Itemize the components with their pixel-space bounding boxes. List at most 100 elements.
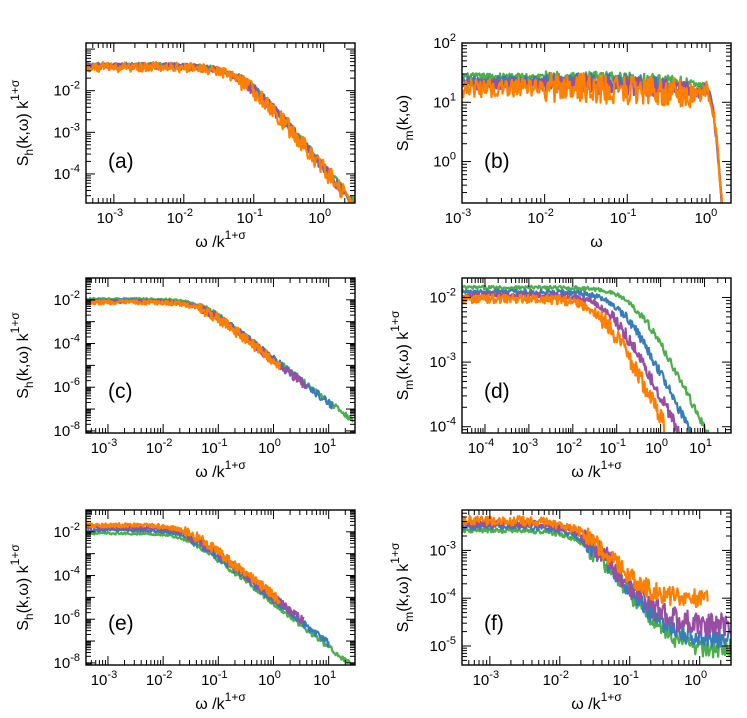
y-axis-title: Sm(k,ω) k1+σ xyxy=(388,310,416,400)
plot-frame xyxy=(85,42,356,204)
panel-label: (c) xyxy=(108,380,133,403)
y-tick-label: 10-6 xyxy=(54,608,80,628)
x-tick-label: 100 xyxy=(308,207,331,227)
panel-label: (e) xyxy=(108,612,134,635)
series-line-purple xyxy=(86,61,346,195)
series-line-green xyxy=(86,61,355,203)
x-tick-label: 10-4 xyxy=(468,437,494,457)
series-line-orange xyxy=(86,522,281,605)
x-tick-label: 10-1 xyxy=(201,669,227,689)
x-tick-label: 10-1 xyxy=(613,669,639,689)
y-axis-title: Sh(k,ω) k1+σ xyxy=(8,544,36,631)
panel-c: 10-3 10-2 10-1 100 101 10-8 10-6 10-4 10-2 ω /k1+… xyxy=(8,277,356,481)
x-axis-title: ω /k1+σ xyxy=(195,458,246,481)
series-line-green xyxy=(462,284,710,433)
y-tick-label: 101 xyxy=(433,91,456,111)
x-tick-label: 101 xyxy=(689,437,712,457)
x-tick-label: 101 xyxy=(313,437,336,457)
x-tick-label: 10-2 xyxy=(167,207,193,227)
series-line-orange xyxy=(462,515,709,609)
series-group xyxy=(86,522,354,665)
y-tick-label: 10-2 xyxy=(54,80,80,100)
y-axis-title: Sm(k,ω) k1+σ xyxy=(388,542,416,632)
x-tick-label: 10-3 xyxy=(445,207,471,227)
y-axis-title: Sm(k,ω) xyxy=(395,95,416,151)
y-tick-label: 10-2 xyxy=(430,286,456,306)
series-line-purple xyxy=(462,291,681,433)
ticks xyxy=(461,277,732,434)
series-line-orange xyxy=(86,61,353,203)
x-tick-label: 100 xyxy=(684,669,707,689)
series-line-purple xyxy=(86,298,308,389)
x-axis-title: ω xyxy=(590,234,603,251)
series-line-blue xyxy=(462,288,693,433)
panel-e: 10-3 10-2 10-1 100 101 10-8 10-6 10-4 10-2 ω /k1+… xyxy=(8,509,356,713)
x-tick-label: 10-3 xyxy=(91,669,117,689)
y-tick-label: 10-8 xyxy=(54,652,80,672)
series-group xyxy=(462,284,710,433)
y-axis-title: Sh(k,ω) k1+σ xyxy=(8,79,36,166)
ticks xyxy=(461,509,731,666)
x-axis-title: ω /k1+σ xyxy=(195,228,246,251)
x-tick-label: 10-2 xyxy=(543,669,569,689)
ticks xyxy=(85,277,356,434)
y-tick-label: 10-4 xyxy=(430,416,456,436)
x-tick-label: 10-2 xyxy=(527,207,553,227)
ticks xyxy=(461,42,731,204)
y-tick-label: 10-2 xyxy=(54,289,80,309)
x-tick-label: 10-2 xyxy=(146,669,172,689)
plot-frame xyxy=(461,509,732,666)
y-tick-label: 100 xyxy=(433,151,456,171)
x-tick-label: 100 xyxy=(645,437,668,457)
y-tick-label: 10-4 xyxy=(54,565,80,585)
x-tick-label: 100 xyxy=(258,437,281,457)
series-line-orange xyxy=(462,293,666,433)
panel-label: (f) xyxy=(484,612,504,635)
x-tick-label: 10-2 xyxy=(146,437,172,457)
x-tick-label: 10-1 xyxy=(201,437,227,457)
x-tick-label: 10-1 xyxy=(610,207,636,227)
plot-frame xyxy=(461,277,732,434)
y-tick-label: 10-8 xyxy=(54,420,80,440)
panel-b: 10-3 10-2 10-1 100 100 101 102 ω Sm(k,ω) (b) xyxy=(395,32,732,251)
panel-f: 10-3 10-2 10-1 100 10-5 10-4 10-3 ω /k1+σ Sm(k,ω… xyxy=(388,509,732,713)
x-tick-label: 10-3 xyxy=(473,669,499,689)
x-tick-label: 10-3 xyxy=(91,437,117,457)
series-line-orange xyxy=(462,71,724,203)
y-axis-title: Sh(k,ω) k1+σ xyxy=(8,312,36,399)
y-tick-label: 10-3 xyxy=(430,539,456,559)
x-tick-label: 10-1 xyxy=(599,437,625,457)
x-tick-label: 10-3 xyxy=(512,437,538,457)
x-tick-label: 100 xyxy=(258,669,281,689)
panel-label: (b) xyxy=(484,150,510,173)
x-axis-title: ω /k1+σ xyxy=(195,690,246,713)
plot-frame xyxy=(461,42,732,204)
x-tick-label: 10-2 xyxy=(556,437,582,457)
series-line-blue xyxy=(86,62,353,203)
y-tick-label: 10-3 xyxy=(430,351,456,371)
y-tick-label: 10-2 xyxy=(54,521,80,541)
ticks xyxy=(85,509,356,666)
y-tick-label: 10-4 xyxy=(430,587,456,607)
plot-frame xyxy=(85,277,356,434)
series-group xyxy=(86,296,354,423)
x-tick-label: 10-3 xyxy=(97,207,123,227)
x-tick-label: 101 xyxy=(313,669,336,689)
y-tick-label: 10-6 xyxy=(54,376,80,396)
y-tick-label: 10-4 xyxy=(54,333,80,353)
series-line-orange xyxy=(86,298,281,370)
panel-label: (a) xyxy=(108,150,134,173)
y-tick-label: 10-5 xyxy=(430,635,456,655)
series-group xyxy=(462,70,724,203)
x-tick-label: 10-1 xyxy=(237,207,263,227)
plot-frame xyxy=(85,509,356,666)
panel-label: (d) xyxy=(484,380,510,403)
y-tick-label: 10-4 xyxy=(54,163,80,183)
ticks xyxy=(85,43,355,204)
y-tick-label: 102 xyxy=(433,32,456,52)
series-group xyxy=(86,61,355,203)
x-tick-label: 100 xyxy=(694,207,717,227)
